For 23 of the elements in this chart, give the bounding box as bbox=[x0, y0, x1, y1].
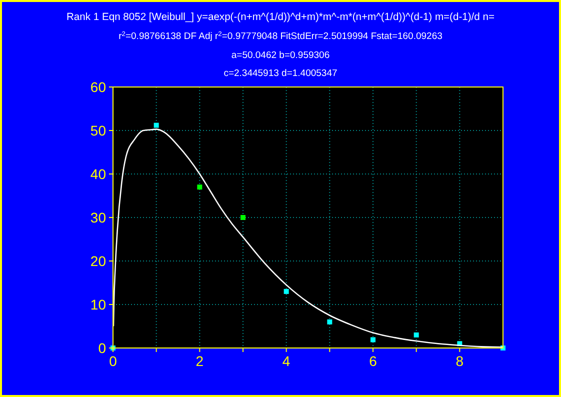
point bbox=[197, 184, 202, 190]
x-tick-label: 4 bbox=[282, 353, 290, 369]
point bbox=[414, 332, 419, 338]
point bbox=[327, 319, 332, 324]
chart-subtitle: r$^{2}$=0.98766138 DF Adj r$^{2}$=0.97779048 FitStdErr=2.5019994 Fstat=160.09263 bbox=[118, 30, 442, 42]
y-tick-label: 30 bbox=[90, 210, 106, 226]
point bbox=[284, 288, 289, 294]
y-tick-label: 0 bbox=[98, 340, 106, 356]
x-tick-label: 8 bbox=[456, 353, 464, 369]
y-tick-label: 40 bbox=[90, 166, 106, 182]
y-tick-label: 60 bbox=[90, 79, 106, 95]
x-tick-label: 2 bbox=[196, 353, 204, 369]
y-tick-label: 10 bbox=[90, 296, 106, 312]
y-tick-label: 50 bbox=[90, 122, 106, 138]
point bbox=[154, 122, 159, 128]
y-tick-label: 20 bbox=[90, 253, 106, 269]
point bbox=[240, 215, 246, 220]
point bbox=[370, 337, 376, 342]
text: c=2.3445913 d=1.4005347 bbox=[224, 68, 338, 79]
text: a=50.0462 b=0.959306 bbox=[231, 50, 330, 61]
chart-title: Rank 1 Eqn 8052 [Weibull_] y=aexp(-(n+m^(1/d))^d+m)*m^-m*(n+m^(1/d))^(d-1) m=(d-1)/d n= bbox=[66, 12, 494, 23]
x-tick-label: 6 bbox=[369, 353, 378, 369]
x-tick-label: 0 bbox=[109, 353, 118, 369]
